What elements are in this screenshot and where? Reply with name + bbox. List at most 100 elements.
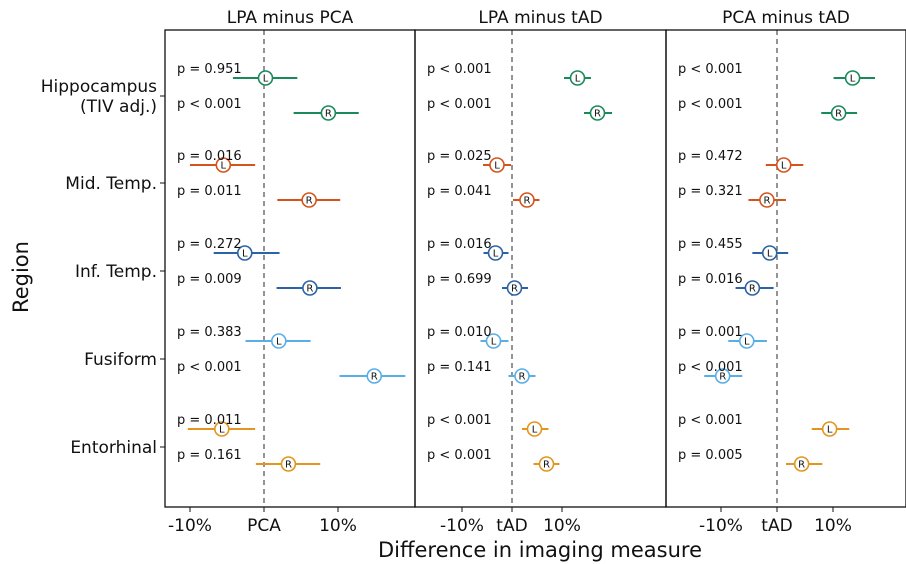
estimate-point	[526, 421, 543, 437]
x-tick-label: -10%	[440, 516, 484, 536]
estimate-marker-label: L	[276, 337, 282, 348]
estimate-marker-label: L	[263, 74, 269, 85]
estimate-marker-label: L	[827, 425, 833, 436]
estimate-point	[569, 70, 586, 86]
estimate-point	[489, 157, 505, 173]
estimate-point	[301, 192, 317, 208]
estimate-point	[236, 245, 253, 261]
x-tick-label: 10%	[543, 516, 581, 536]
p-value-label: p = 0.005	[678, 448, 743, 463]
estimate-point	[485, 333, 502, 349]
estimate-marker-label: R	[306, 284, 313, 295]
p-value-label: p = 0.011	[177, 413, 242, 428]
estimate-marker-label: R	[371, 372, 378, 383]
p-value-label: p = 0.009	[177, 272, 242, 287]
estimate-marker-label: R	[594, 109, 601, 120]
p-value-label: p = 0.016	[427, 237, 492, 252]
estimate-marker-label: R	[519, 372, 526, 383]
x-tick-label: 10%	[319, 516, 357, 536]
estimate-point	[506, 280, 523, 296]
estimate-marker-label: R	[285, 460, 292, 471]
region-labels: Hippocampus(TIV adj.) Mid. Temp. Inf. Temp…	[41, 77, 165, 458]
p-value-label: p = 0.010	[427, 325, 492, 340]
x-tick-label: PCA	[247, 516, 281, 536]
estimate-point	[320, 105, 337, 121]
p-value-label: p = 0.472	[678, 149, 743, 164]
estimate-point	[366, 368, 383, 384]
x-tick-label: tAD	[761, 516, 792, 536]
estimate-point	[761, 245, 778, 261]
region-label: Mid. Temp.	[65, 174, 157, 194]
p-value-label: p = 0.383	[177, 325, 242, 340]
panel-title: LPA minus tAD	[478, 8, 602, 28]
estimate-point	[738, 333, 755, 349]
p-value-label: p = 0.011	[177, 184, 242, 199]
p-value-label: p < 0.001	[678, 413, 743, 428]
p-value-label: p = 0.951	[177, 62, 242, 77]
estimate-marker-label: L	[219, 425, 225, 436]
estimate-marker-label: L	[491, 337, 497, 348]
estimate-point	[775, 157, 792, 173]
region-sublabel: (TIV adj.)	[80, 97, 157, 117]
estimate-point	[302, 280, 318, 296]
x-tick-label: -10%	[699, 516, 743, 536]
p-value-label: p < 0.001	[177, 360, 242, 375]
estimate-marker-label: R	[306, 196, 313, 207]
p-value-label: p < 0.001	[678, 97, 743, 112]
p-value-label: p = 0.161	[177, 448, 242, 463]
estimate-point	[270, 333, 287, 349]
p-value-label: p = 0.001	[678, 325, 743, 340]
estimate-point	[844, 70, 861, 86]
panel-1: LPA minus PCA Lp = 0.951 Rp < 0.001 Lp = 0.…	[164, 8, 416, 536]
estimate-point	[519, 192, 535, 208]
estimate-marker-label: R	[798, 460, 805, 471]
region-label: Inf. Temp.	[75, 262, 157, 282]
p-value-label: p < 0.001	[678, 62, 743, 77]
estimate-marker-label: R	[763, 196, 770, 207]
p-value-label: p = 0.321	[678, 184, 743, 199]
estimate-marker-label: L	[532, 425, 538, 436]
p-value-label: p = 0.041	[427, 184, 492, 199]
x-tick-label: tAD	[496, 516, 527, 536]
p-value-label: p < 0.001	[177, 97, 242, 112]
p-value-label: p = 0.141	[427, 360, 492, 375]
panel-title: LPA minus PCA	[227, 8, 354, 28]
estimate-marker-label: R	[719, 372, 726, 383]
p-value-label: p = 0.016	[177, 149, 242, 164]
estimate-point	[280, 456, 297, 472]
estimate-point	[215, 157, 232, 173]
region-label: Entorhinal	[70, 438, 157, 458]
estimate-marker-label: L	[221, 161, 227, 172]
estimate-marker-label: L	[781, 161, 787, 172]
panel-frame	[665, 29, 906, 508]
estimate-marker-label: R	[749, 284, 756, 295]
panel-2: LPA minus tAD Lp < 0.001 Rp < 0.001 Lp = 0.…	[414, 8, 667, 536]
panels-group: LPA minus PCA Lp = 0.951 Rp < 0.001 Lp = 0.…	[164, 8, 906, 536]
estimate-marker-label: R	[511, 284, 518, 295]
estimate-point	[589, 105, 606, 121]
estimate-marker-label: L	[493, 249, 499, 260]
y-axis-label: Region	[9, 241, 33, 313]
p-value-label: p = 0.455	[678, 237, 743, 252]
estimate-point	[538, 456, 555, 472]
p-value-label: p = 0.699	[427, 272, 492, 287]
estimate-point	[793, 456, 810, 472]
p-value-label: p = 0.272	[177, 237, 242, 252]
estimate-point	[744, 280, 761, 296]
x-tick-label: -10%	[168, 516, 212, 536]
p-value-label: p < 0.001	[427, 448, 492, 463]
estimate-marker-label: R	[325, 109, 332, 120]
estimate-marker-label: L	[242, 249, 248, 260]
p-value-label: p < 0.001	[427, 62, 492, 77]
x-tick-label: 10%	[814, 516, 852, 536]
estimate-point	[487, 245, 504, 261]
estimate-marker-label: R	[543, 460, 550, 471]
estimate-marker-label: L	[744, 337, 750, 348]
p-value-label: p = 0.016	[678, 272, 743, 287]
estimate-point	[514, 368, 530, 384]
estimate-point	[714, 368, 731, 384]
panel-title: PCA minus tAD	[722, 8, 850, 28]
region-label: Fusiform	[84, 350, 157, 370]
estimate-point	[821, 421, 838, 437]
